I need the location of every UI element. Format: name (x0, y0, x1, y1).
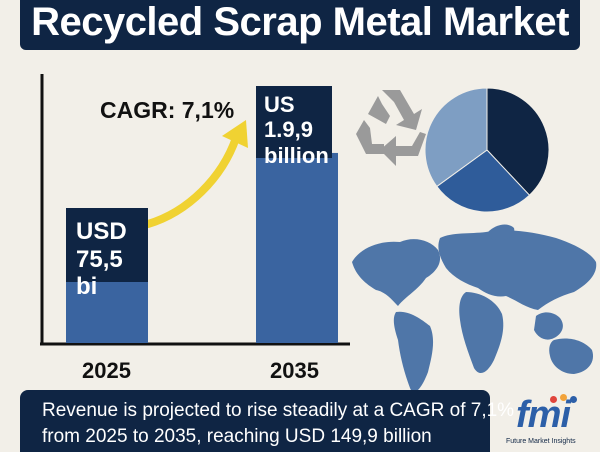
logo-letters: fmi (516, 394, 571, 436)
summary-line-2: from 2025 to 2035, reaching USD 149,9 bi… (42, 425, 432, 447)
pie-slice-2 (436, 149, 531, 213)
logo-dot-orange (560, 394, 567, 401)
bar-2035-value-label: US 1.9,9 billion (256, 86, 332, 168)
x-tick-label-2035: 2035 (270, 358, 319, 383)
x-tick-label-2025: 2025 (82, 358, 131, 383)
logo-dot-red (550, 396, 557, 403)
bar-2025-value-line-1: USD (76, 218, 127, 245)
pie-slice-1 (486, 87, 550, 196)
logo-dot-blue (570, 396, 577, 403)
bar-2025-value-line-2: 75,5 bi (76, 245, 123, 301)
pie-chart (424, 87, 550, 213)
fmi-logo: fmi Future Market Insights (506, 394, 596, 452)
page-title: Recycled Scrap Metal Market (31, 0, 569, 44)
bar-2035 (256, 152, 338, 343)
trend-arrow-icon (144, 120, 248, 228)
bar-2025-value-label: USD 75,5 bi (66, 208, 148, 300)
title-banner: Recycled Scrap Metal Market (20, 0, 580, 50)
logo-tagline: Future Market Insights (506, 438, 576, 445)
summary-line-1: Revenue is projected to rise steadily at… (42, 400, 515, 421)
bar-2035-value-line-1: US 1.9,9 (264, 92, 313, 143)
world-map-icon (352, 224, 597, 393)
recycle-icon (356, 90, 426, 166)
bar-2035-value-line-2: billion (264, 142, 329, 168)
summary-banner: Revenue is projected to rise steadily at… (20, 390, 515, 452)
cagr-label: CAGR: 7,1% (100, 97, 235, 123)
pie-slice-3 (424, 87, 488, 188)
